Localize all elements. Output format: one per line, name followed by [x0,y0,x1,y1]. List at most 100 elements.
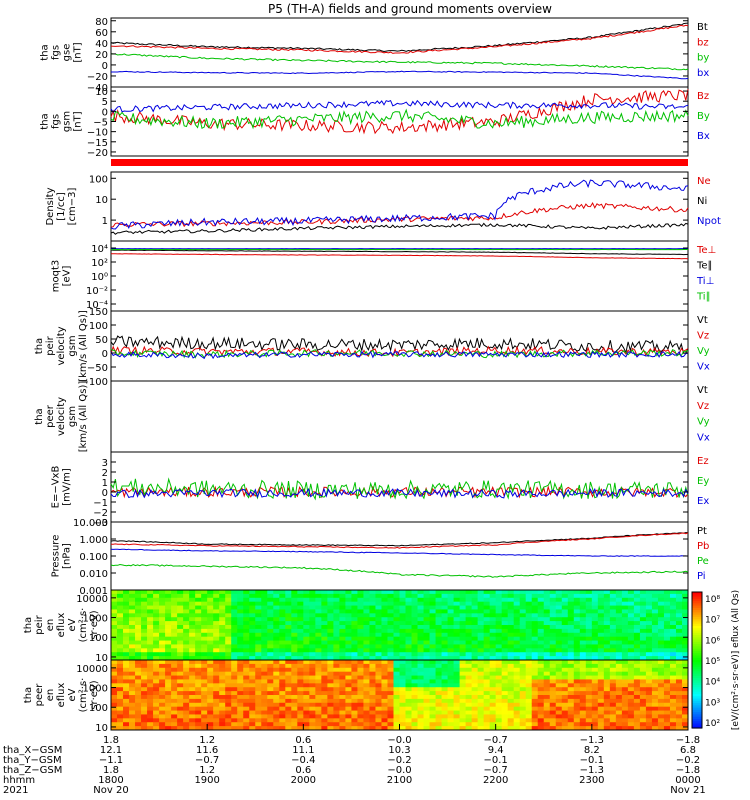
heatmap-cell [123,625,130,630]
heatmap-cell [243,656,250,661]
heatmap-cell [615,617,623,622]
heatmap-cell [165,636,172,642]
heatmap-cell [657,687,665,692]
heatmap-cell [165,667,172,673]
heatmap-cell [111,640,118,645]
heatmap-cell [399,648,407,653]
heatmap-cell [243,695,250,700]
heatmap-cell [555,683,563,688]
x-tick-label: 0.6 [295,735,311,746]
heatmap-cell [435,617,443,622]
heatmap-cell [141,679,148,684]
heatmap-cell [291,605,298,610]
heatmap-cell [327,640,334,645]
heatmap-cell [393,609,400,614]
heatmap-cell [207,609,214,614]
heatmap-cell [561,652,569,657]
heatmap-cell [411,675,419,680]
heatmap-cell [513,605,521,610]
heatmap-cell [435,628,443,634]
heatmap-cell [327,722,334,727]
heatmap-cell [513,671,521,677]
heatmap-cell [243,597,250,603]
heatmap-cell [321,683,328,688]
heatmap-cell [531,605,539,610]
heatmap-cell [621,695,629,700]
heatmap-cell [561,609,569,614]
heatmap-cell [315,597,322,603]
heatmap-cell [495,726,503,731]
heatmap-cell [603,683,611,688]
heatmap-cell [201,625,208,630]
heatmap-cell [345,695,352,700]
heatmap-cell [345,687,352,692]
heatmap-cell [165,691,172,696]
heatmap-cell [537,625,545,630]
heatmap-cell [453,691,461,696]
heatmap-cell [507,593,515,599]
heatmap-cell [639,714,647,719]
heatmap-cell [417,722,425,727]
heatmap-cell [663,621,671,626]
heatmap-cell [681,648,689,653]
heatmap-cell [345,625,352,630]
heatmap-cell [327,718,334,723]
heatmap-cell [195,710,202,715]
heatmap-cell [579,671,587,677]
heatmap-cell [339,656,346,661]
heatmap-cell [633,652,641,657]
heatmap-cell [597,675,605,680]
heatmap-cell [585,652,593,657]
heatmap-cell [417,706,425,712]
heatmap-cell [195,679,202,684]
heatmap-cell [585,691,593,696]
heatmap-cell [183,710,190,715]
heatmap-cell [489,640,497,645]
heatmap-cell [435,710,443,715]
heatmap-cell [189,593,196,599]
heatmap-cell [363,640,370,645]
heatmap-cell [681,617,689,622]
heatmap-cell [495,601,503,607]
heatmap-cell [477,625,485,630]
heatmap-cell [489,714,497,719]
heatmap-cell [399,652,407,657]
heatmap-cell [471,590,479,595]
heatmap-cell [651,710,659,715]
heatmap-cell [525,648,533,653]
heatmap-cell [165,593,172,599]
y-tick-label: 10 [95,723,108,734]
heatmap-cell [573,695,581,700]
heatmap-cell [429,605,437,610]
heatmap-cell [567,679,575,684]
heatmap-cell [321,593,328,599]
heatmap-cell [375,601,382,607]
heatmap-cell [447,593,455,599]
heatmap-cell [273,636,280,642]
heatmap-cell [183,636,190,642]
heatmap-cell [465,652,473,657]
heatmap-cell [405,636,413,642]
heatmap-cell [261,687,268,692]
heatmap-cell [435,640,443,645]
colorbar-cell [692,596,702,600]
heatmap-cell [489,663,497,669]
heatmap-cell [561,663,569,669]
heatmap-cell [459,593,467,599]
heatmap-cell [549,648,557,653]
heatmap-cell [357,593,364,599]
y-axis-label: tha [23,617,34,633]
heatmap-cell [519,601,527,607]
heatmap-cell [507,636,515,642]
heatmap-cell [291,632,298,638]
heatmap-cell [603,621,611,626]
heatmap-cell [519,695,527,700]
heatmap-cell [663,714,671,719]
heatmap-cell [339,613,346,618]
heatmap-cell [573,613,581,618]
heatmap-cell [369,714,376,719]
heatmap-cell [297,660,304,665]
heatmap-cell [423,648,431,653]
heatmap-cell [663,706,671,712]
